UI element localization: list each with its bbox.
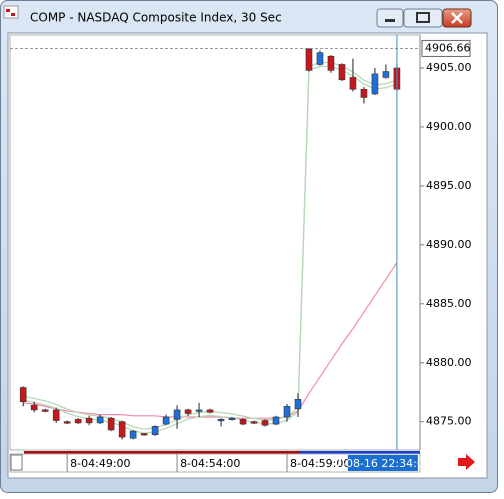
candle-body: [162, 416, 170, 425]
maximize-icon: [416, 12, 430, 23]
y-tick-label: 4900.00: [426, 120, 472, 133]
y-tick-label: 4880.00: [426, 356, 472, 369]
maximize-button[interactable]: [403, 8, 443, 28]
indicator-line: [23, 262, 398, 419]
y-tick-label: 4885.00: [426, 297, 472, 310]
candle-body: [316, 52, 324, 65]
candle-body: [140, 433, 148, 436]
candle-body: [19, 387, 27, 402]
candle-body: [228, 417, 236, 420]
y-tick-label: 4895.00: [426, 179, 472, 192]
candle-body: [305, 48, 313, 71]
candle-body: [272, 416, 280, 425]
candle-body: [151, 426, 159, 435]
cursor-label-box: [347, 455, 418, 471]
last-price-label: 4906.66: [425, 41, 471, 54]
candle-body: [371, 73, 379, 95]
candle-body: [129, 430, 137, 439]
plot-area: [9, 34, 421, 451]
candle-body: [118, 421, 126, 438]
y-tick-label: 4905.00: [426, 61, 472, 74]
scroll-left-box[interactable]: [10, 454, 23, 471]
candle-body: [41, 409, 49, 412]
minimize-icon: [385, 19, 395, 22]
candle-body: [184, 409, 192, 414]
x-tick-label: 8-04:59:00: [290, 457, 350, 470]
scroll-right-arrow[interactable]: [458, 454, 475, 470]
candle-body: [74, 419, 82, 424]
close-icon: [451, 12, 463, 24]
candle-body: [107, 417, 115, 431]
candle-body: [85, 417, 93, 424]
candle-body: [63, 421, 71, 424]
candle-body: [294, 399, 302, 410]
x-tick-label: 8-04:49:00: [70, 457, 130, 470]
candle-body: [261, 420, 269, 426]
indicator-line: [23, 65, 398, 434]
scroll-track[interactable]: [24, 451, 420, 454]
app-icon-mark: [6, 9, 10, 12]
last-price-box: [421, 39, 471, 57]
y-tick-label: 4875.00: [426, 415, 472, 428]
candle-body: [338, 64, 346, 81]
candle-body: [239, 419, 247, 425]
candle-body: [30, 404, 38, 411]
candle-body: [360, 88, 368, 98]
app-icon-mark: [11, 13, 15, 16]
candle-body: [250, 421, 258, 424]
scroll-thumb[interactable]: [300, 451, 420, 454]
candle-body: [349, 77, 357, 90]
cursor-label: 7-08-16 22:34:00: [335, 457, 431, 470]
candle-body: [96, 416, 104, 424]
minimize-button[interactable]: [376, 8, 404, 28]
candle-body: [327, 55, 335, 71]
x-tick-label: 8-04:54:00: [180, 457, 240, 470]
candle-body: [382, 71, 390, 78]
candle-body: [52, 409, 60, 421]
candle-body: [195, 409, 203, 412]
time-axis: [9, 453, 421, 473]
y-tick-label: 4890.00: [426, 238, 472, 251]
candle-body: [173, 409, 181, 420]
candle-body: [206, 409, 214, 413]
candle-body: [283, 406, 291, 418]
window-title: COMP - NASDAQ Composite Index, 30 Sec: [30, 11, 282, 25]
candle-body: [217, 419, 225, 422]
